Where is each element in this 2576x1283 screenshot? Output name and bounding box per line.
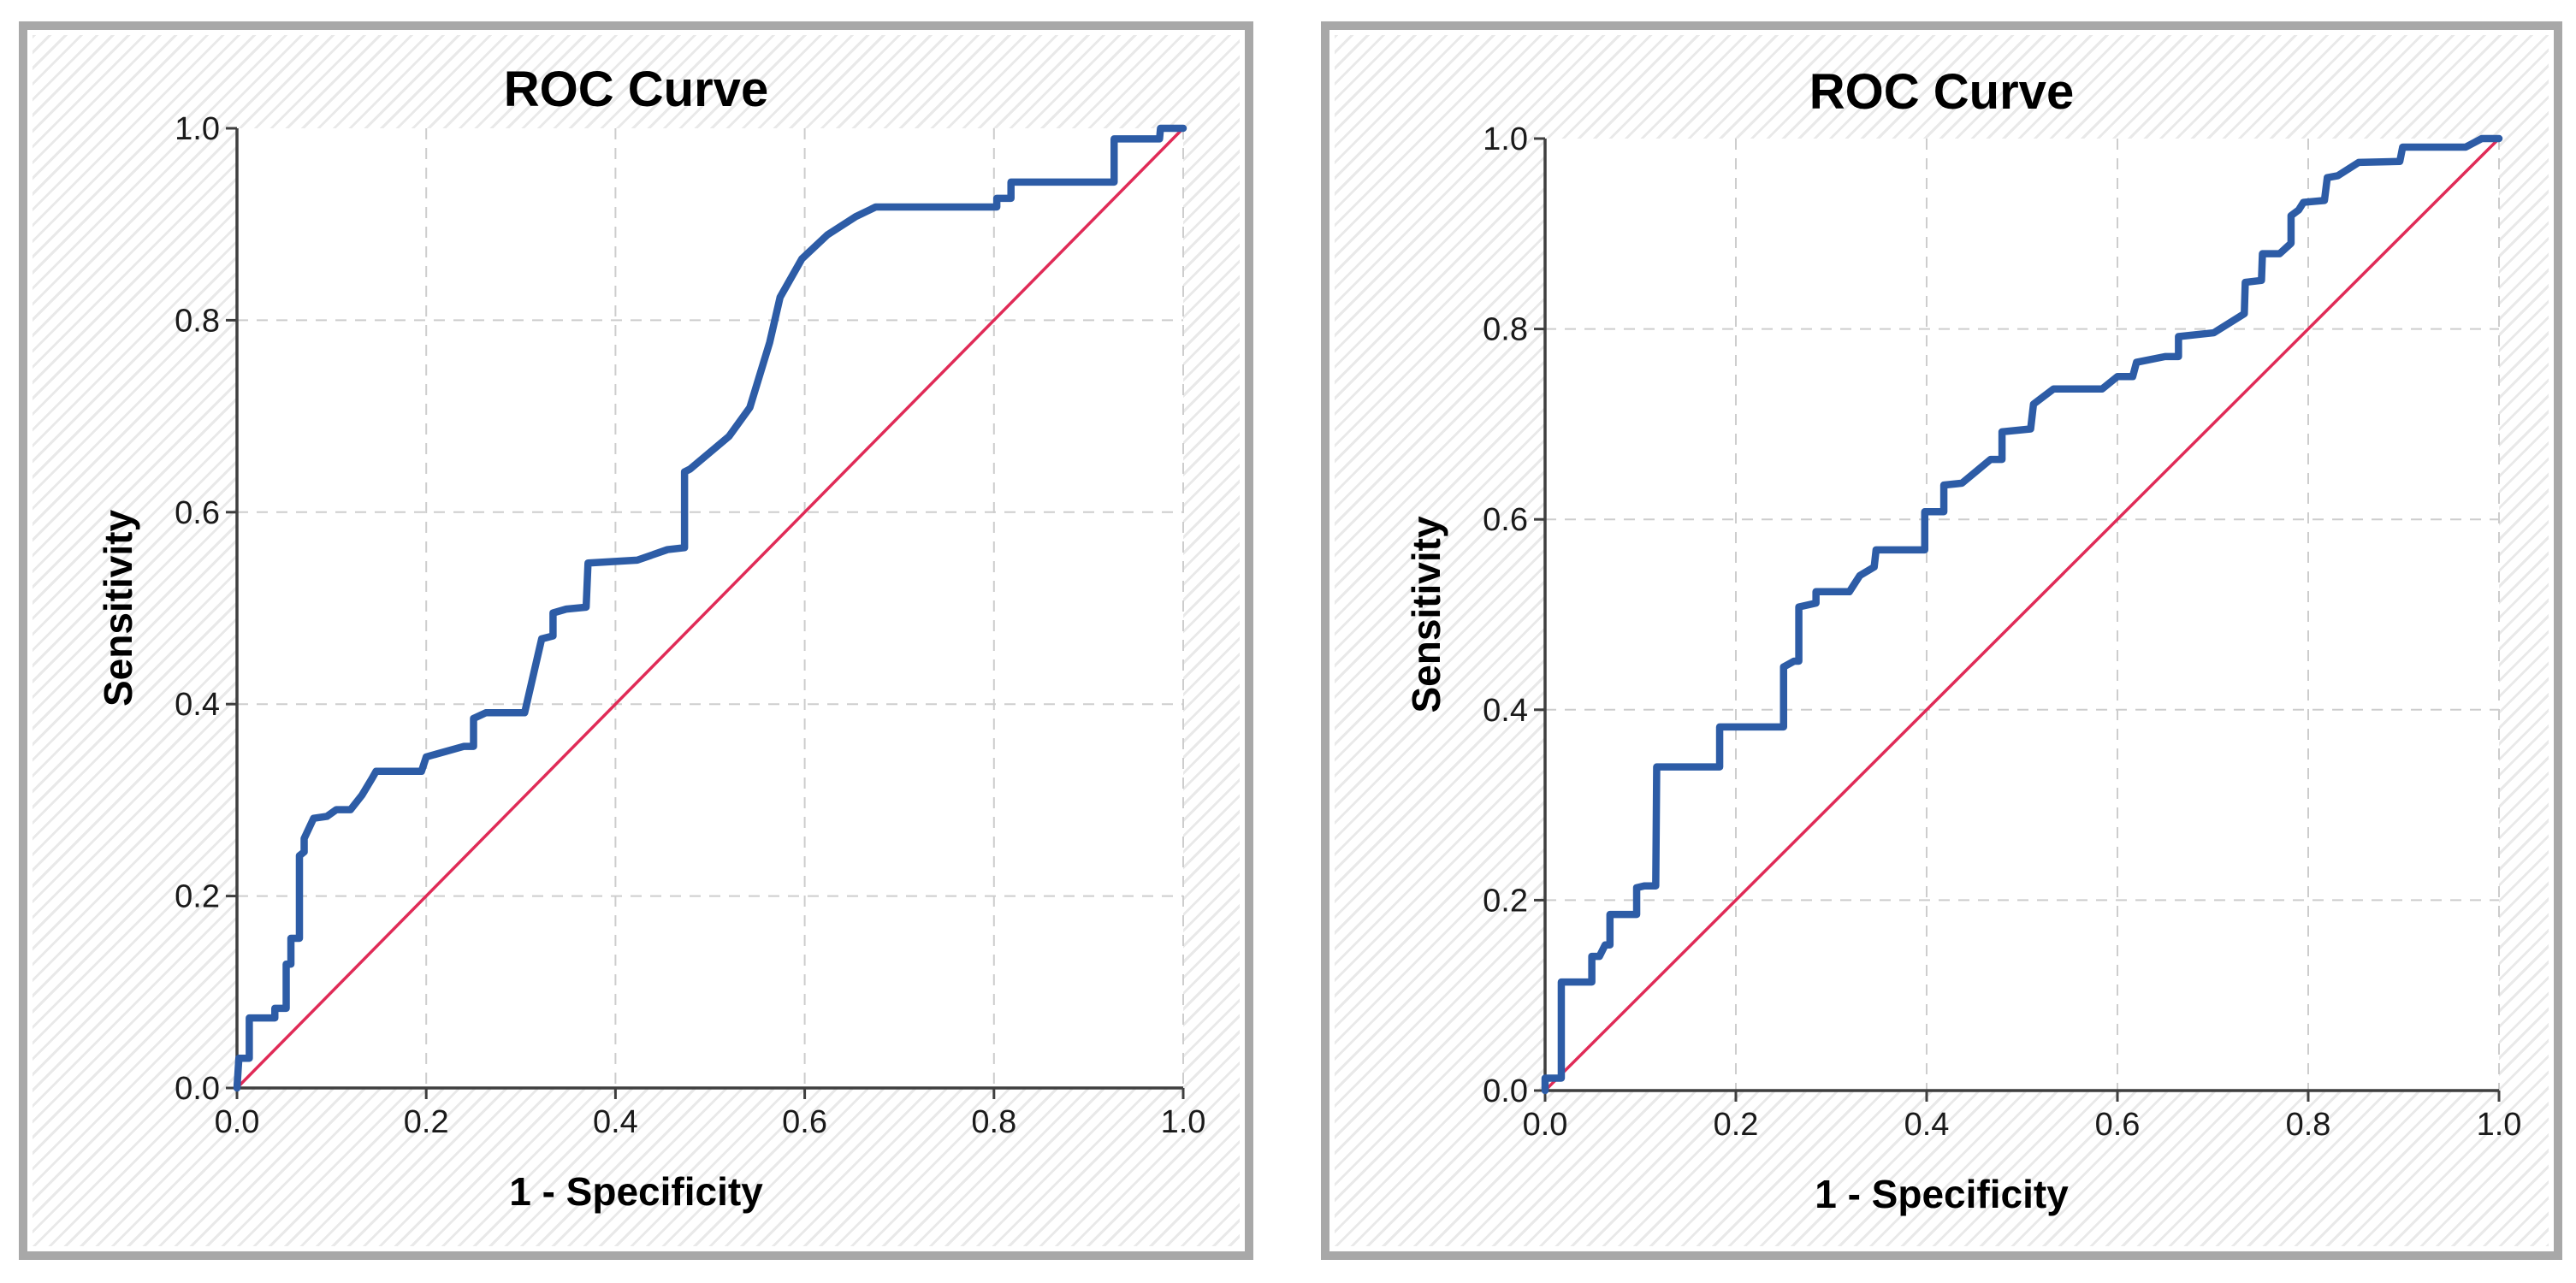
y-tick-label: 0.2 [1483, 883, 1528, 919]
y-tick-label: 0.4 [175, 687, 220, 723]
y-tick-label: 1.0 [175, 111, 220, 147]
x-tick-label: 0.4 [593, 1104, 638, 1140]
x-axis-label: 1 - Specificity [509, 1169, 763, 1214]
reference-diagonal-line [1543, 137, 2501, 1092]
y-tick-label: 0.0 [1483, 1073, 1528, 1109]
y-tick-label: 0.6 [175, 495, 220, 531]
x-tick-label: 1.0 [2477, 1107, 2522, 1143]
roc-chart-window-right: 0.0 0.2 0.4 0.6 0.8 1.0 0.0 0.2 0.4 0.6 0.8 1.0 ROC … [1321, 21, 2562, 1260]
x-tick-label: 0.4 [1904, 1107, 1950, 1143]
x-tick-label: 0.0 [1523, 1107, 1568, 1143]
y-tick-label: 0.2 [175, 879, 220, 915]
y-tick-label: 0.8 [175, 303, 220, 339]
roc-plot-svg: 0.0 0.2 0.4 0.6 0.8 1.0 0.0 0.2 0.4 0.6 0.8 1.0 ROC … [1404, 64, 2522, 1216]
roc-chart-window-left: 0.0 0.2 0.4 0.6 0.8 1.0 0.0 0.2 0.4 0.6 0.8 1.0 ROC … [19, 21, 1253, 1260]
roc-curve-line [233, 124, 1187, 1092]
x-tick-label: 0.0 [215, 1104, 260, 1140]
x-tick-label: 0.8 [971, 1104, 1016, 1140]
y-tick-label: 0.0 [175, 1071, 220, 1107]
x-tick-label: 0.2 [1714, 1107, 1759, 1143]
roc-plot-svg: 0.0 0.2 0.4 0.6 0.8 1.0 0.0 0.2 0.4 0.6 0.8 1.0 ROC … [96, 62, 1206, 1214]
x-tick-label: 1.0 [1161, 1104, 1206, 1140]
x-axis-label: 1 - Specificity [1815, 1172, 2069, 1216]
reference-diagonal-line [235, 127, 1185, 1090]
roc-curve-line [1541, 134, 2503, 1095]
x-tick-label: 0.8 [2286, 1107, 2331, 1143]
y-tick-label: 0.4 [1483, 693, 1528, 729]
y-tick-label: 1.0 [1483, 121, 1528, 157]
y-axis-label: Sensitivity [96, 510, 140, 707]
chart-title: ROC Curve [1809, 64, 2074, 120]
x-tick-label: 0.6 [2095, 1107, 2141, 1143]
x-tick-label: 0.2 [404, 1104, 449, 1140]
x-tick-label: 0.6 [782, 1104, 827, 1140]
y-tick-label: 0.8 [1483, 312, 1528, 348]
y-tick-label: 0.6 [1483, 502, 1528, 538]
chart-title: ROC Curve [504, 62, 768, 117]
y-axis-label: Sensitivity [1404, 516, 1448, 713]
